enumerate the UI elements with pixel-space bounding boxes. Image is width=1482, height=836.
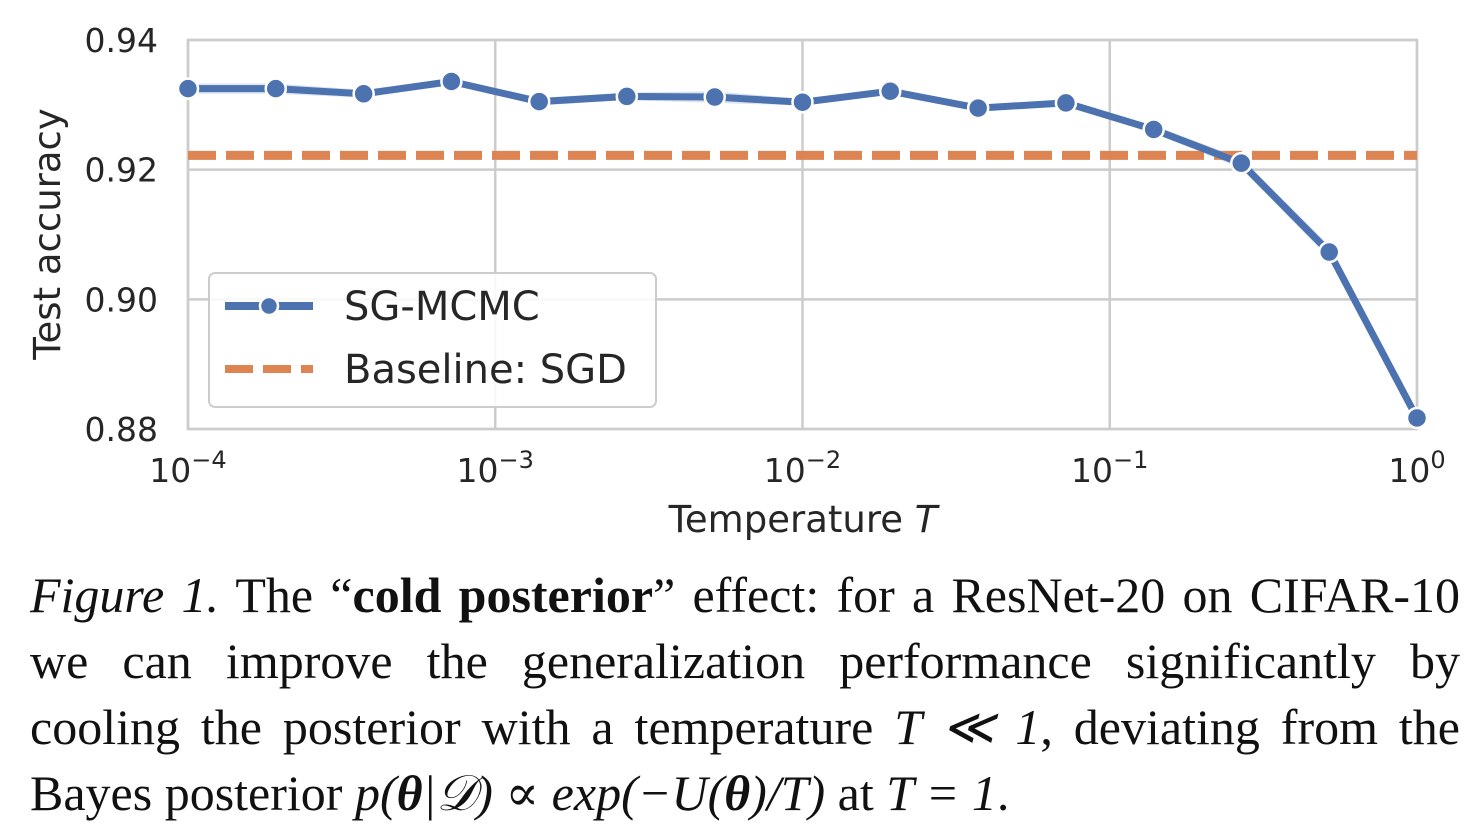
y-tick-label: 0.92 xyxy=(85,151,158,190)
legend: SG-MCMC Baseline: SGD xyxy=(208,272,657,408)
sgmcmc-point xyxy=(352,82,375,106)
sgmcmc-point xyxy=(1142,118,1165,141)
x-tick-label: 100 xyxy=(1388,446,1445,490)
legend-sgmcmc-marker xyxy=(258,295,280,317)
sgmcmc-point xyxy=(615,85,639,108)
sgmcmc-point xyxy=(1405,406,1429,430)
caption-math-2c: )/T) xyxy=(750,765,826,821)
caption-text-1: The “ xyxy=(218,567,353,623)
sgmcmc-point xyxy=(966,96,990,120)
caption-math-2a: p( xyxy=(354,765,397,821)
sgmcmc-point xyxy=(1230,151,1253,175)
caption-bold-term: cold posterior xyxy=(352,567,654,623)
plot-frame xyxy=(186,38,1419,431)
caption-math-theta: θ xyxy=(396,765,423,821)
sgmcmc-point xyxy=(440,70,463,93)
caption-math-theta-2: θ xyxy=(724,765,751,821)
sgmcmc-point xyxy=(1317,240,1341,264)
x-tick-label: 10−1 xyxy=(1071,446,1148,490)
y-tick-labels: 0.88 0.90 0.92 0.94 xyxy=(85,21,158,449)
caption-text-5: . xyxy=(996,765,1010,821)
legend-sgmcmc-label: SG-MCMC xyxy=(344,284,540,330)
y-axis-label: Test accuracy xyxy=(26,108,69,361)
caption-math-1: T ≪ 1 xyxy=(894,699,1041,755)
y-tick-label: 0.88 xyxy=(85,410,158,449)
caption-text-4: at xyxy=(825,765,887,821)
sgmcmc-point xyxy=(703,85,726,109)
sgmcmc-point xyxy=(264,77,287,100)
y-tick-label: 0.90 xyxy=(85,280,158,319)
caption-math-2b: |𝒟) ∝ exp(−U( xyxy=(422,765,725,821)
sgmcmc-point xyxy=(1054,91,1078,115)
legend-baseline-label: Baseline: SGD xyxy=(344,347,627,393)
x-axis-label-variable: T xyxy=(915,498,940,541)
y-tick-label: 0.94 xyxy=(85,21,158,60)
caption-figure-label: Figure 1. xyxy=(30,567,219,623)
caption-text-3: , deviating from the Bayes posterior xyxy=(30,699,1460,821)
x-tick-label: 10−2 xyxy=(764,446,841,490)
x-axis-label: Temperature T xyxy=(668,498,940,541)
x-tick-labels: 10−4 10−3 10−2 10−1 100 xyxy=(149,446,1445,490)
legend-box xyxy=(208,272,657,408)
caption-math-3: T = 1 xyxy=(886,765,997,821)
sgmcmc-point xyxy=(878,79,902,103)
x-tick-label: 10−4 xyxy=(149,446,226,490)
sgmcmc-point xyxy=(791,90,814,114)
sgmcmc-series xyxy=(176,70,1429,430)
chart: 0.88 0.90 0.92 0.94 10−4 10−3 10−2 10−1 100 Tes… xyxy=(26,21,1446,541)
x-tick-label: 10−3 xyxy=(457,446,534,490)
figure-caption: Figure 1. The “cold posterior” effect: f… xyxy=(30,562,1460,826)
caption-text-2: ” effect: for a ResNet-20 on CIFAR-10 we… xyxy=(30,567,1460,755)
sgmcmc-point xyxy=(176,77,200,100)
x-axis-label-text: Temperature xyxy=(668,498,903,541)
sgmcmc-point xyxy=(527,90,551,113)
